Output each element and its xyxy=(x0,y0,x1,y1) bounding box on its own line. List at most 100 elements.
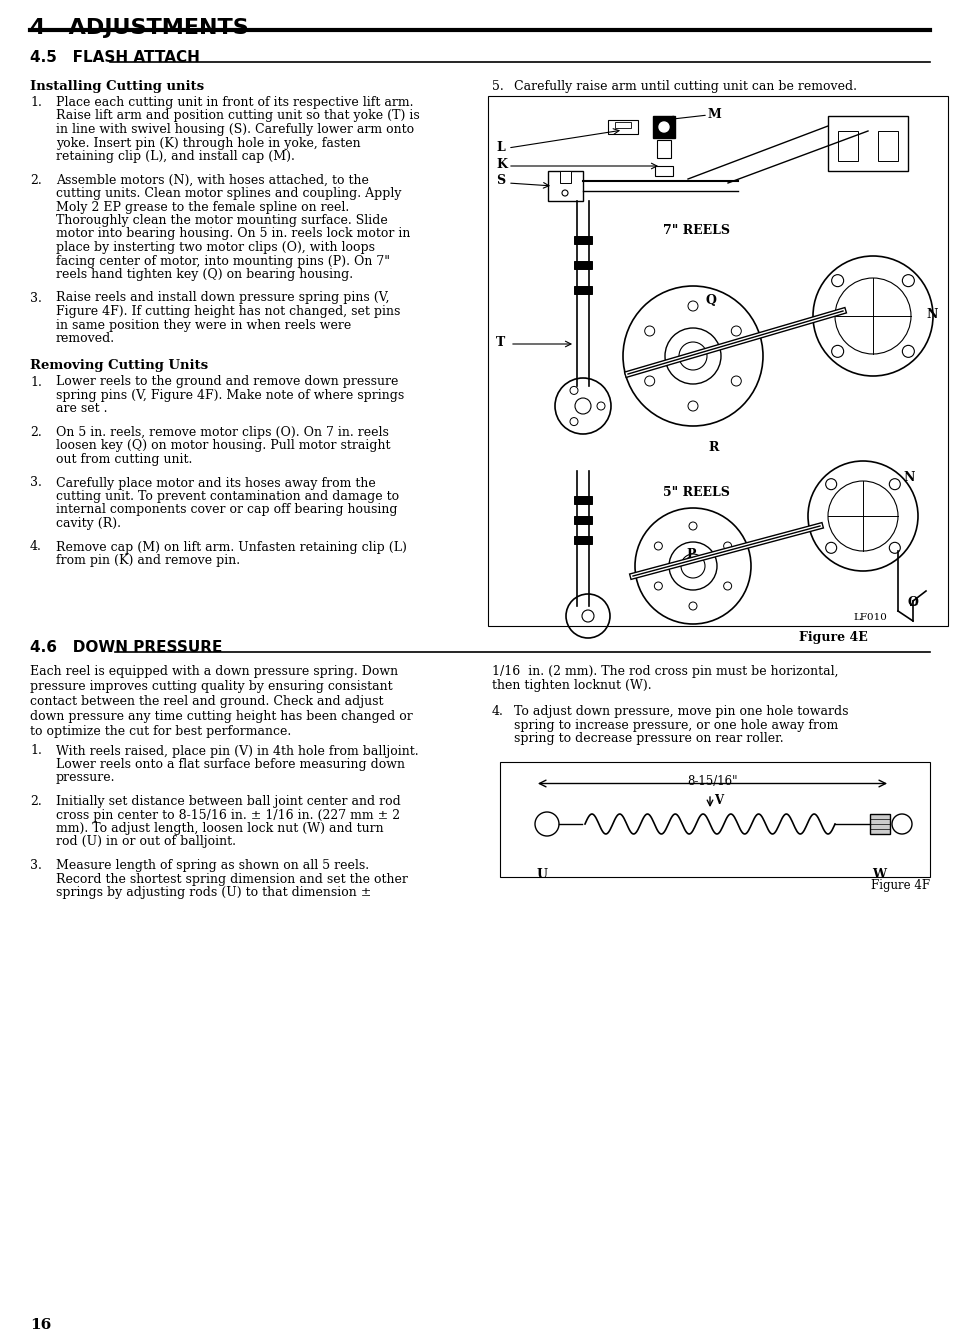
Bar xyxy=(574,536,592,544)
Text: 1.: 1. xyxy=(30,96,42,110)
Text: Thoroughly clean the motor mounting surface. Slide: Thoroughly clean the motor mounting surf… xyxy=(56,214,388,227)
Bar xyxy=(548,171,583,200)
Text: facing center of motor, into mounting pins (P). On 7": facing center of motor, into mounting pi… xyxy=(56,254,390,267)
Bar xyxy=(574,516,592,524)
Text: N: N xyxy=(903,472,914,484)
Text: Figure 4F: Figure 4F xyxy=(871,879,930,891)
Text: Carefully raise arm until cutting unit can be removed.: Carefully raise arm until cutting unit c… xyxy=(514,80,857,94)
Circle shape xyxy=(659,122,669,132)
Text: On 5 in. reels, remove motor clips (O). On 7 in. reels: On 5 in. reels, remove motor clips (O). … xyxy=(56,426,389,440)
Text: cutting unit. To prevent contamination and damage to: cutting unit. To prevent contamination a… xyxy=(56,490,399,502)
Text: spring pins (V, Figure 4F). Make note of where springs: spring pins (V, Figure 4F). Make note of… xyxy=(56,389,404,402)
Text: Q: Q xyxy=(706,294,717,307)
Text: 4.: 4. xyxy=(492,705,504,717)
Text: O: O xyxy=(908,596,919,609)
Text: 2.: 2. xyxy=(30,426,41,440)
Bar xyxy=(574,286,592,294)
Text: spring to increase pressure, or one hole away from: spring to increase pressure, or one hole… xyxy=(514,719,838,732)
Text: 2.: 2. xyxy=(30,174,41,187)
Text: cutting units. Clean motor splines and coupling. Apply: cutting units. Clean motor splines and c… xyxy=(56,187,401,200)
Text: reels hand tighten key (Q) on bearing housing.: reels hand tighten key (Q) on bearing ho… xyxy=(56,269,353,281)
Bar xyxy=(500,762,930,876)
Text: Initially set distance between ball joint center and rod: Initially set distance between ball join… xyxy=(56,795,400,808)
Bar xyxy=(653,116,675,138)
Text: loosen key (Q) on motor housing. Pull motor straight: loosen key (Q) on motor housing. Pull mo… xyxy=(56,440,391,453)
Text: K: K xyxy=(496,158,507,171)
Text: R: R xyxy=(708,441,718,454)
Bar xyxy=(828,116,908,171)
Bar xyxy=(560,171,571,183)
Text: out from cutting unit.: out from cutting unit. xyxy=(56,453,192,466)
Text: in same position they were in when reels were: in same position they were in when reels… xyxy=(56,318,351,331)
Text: 5" REELS: 5" REELS xyxy=(663,486,730,500)
Text: Each reel is equipped with a down pressure spring. Down
pressure improves cuttin: Each reel is equipped with a down pressu… xyxy=(30,665,413,737)
Text: Carefully place motor and its hoses away from the: Carefully place motor and its hoses away… xyxy=(56,477,375,489)
Text: in line with swivel housing (S). Carefully lower arm onto: in line with swivel housing (S). Careful… xyxy=(56,123,414,136)
Text: Place each cutting unit in front of its respective lift arm.: Place each cutting unit in front of its … xyxy=(56,96,414,110)
Text: Installing Cutting units: Installing Cutting units xyxy=(30,80,204,94)
Text: retaining clip (L), and install cap (M).: retaining clip (L), and install cap (M). xyxy=(56,150,295,163)
Text: 16: 16 xyxy=(30,1319,51,1332)
Text: rod (U) in or out of balljoint.: rod (U) in or out of balljoint. xyxy=(56,835,236,848)
Text: springs by adjusting rods (U) to that dimension ±: springs by adjusting rods (U) to that di… xyxy=(56,886,372,899)
Bar xyxy=(655,166,673,176)
Text: To adjust down pressure, move pin one hole towards: To adjust down pressure, move pin one ho… xyxy=(514,705,849,717)
Text: LF010: LF010 xyxy=(853,613,887,623)
Text: 4.: 4. xyxy=(30,541,42,553)
Text: Remove cap (M) on lift arm. Unfasten retaining clip (L): Remove cap (M) on lift arm. Unfasten ret… xyxy=(56,541,407,553)
Text: 2.: 2. xyxy=(30,795,41,808)
Text: Raise reels and install down pressure spring pins (V,: Raise reels and install down pressure sp… xyxy=(56,291,390,305)
Text: 3.: 3. xyxy=(30,477,42,489)
Text: 4.5   FLASH ATTACH: 4.5 FLASH ATTACH xyxy=(30,49,200,65)
Text: Moly 2 EP grease to the female spline on reel.: Moly 2 EP grease to the female spline on… xyxy=(56,200,349,214)
Text: M: M xyxy=(708,108,722,122)
Text: motor into bearing housing. On 5 in. reels lock motor in: motor into bearing housing. On 5 in. ree… xyxy=(56,227,410,240)
Text: Raise lift arm and position cutting unit so that yoke (T) is: Raise lift arm and position cutting unit… xyxy=(56,110,420,123)
Text: Figure 4F). If cutting height has not changed, set pins: Figure 4F). If cutting height has not ch… xyxy=(56,305,400,318)
Text: yoke. Insert pin (K) through hole in yoke, fasten: yoke. Insert pin (K) through hole in yok… xyxy=(56,136,361,150)
Text: V: V xyxy=(714,794,723,807)
Text: 1/16  in. (2 mm). The rod cross pin must be horizontal,: 1/16 in. (2 mm). The rod cross pin must … xyxy=(492,665,838,677)
Text: W: W xyxy=(872,868,886,882)
Text: 4.6   DOWN PRESSURE: 4.6 DOWN PRESSURE xyxy=(30,640,223,655)
Text: place by insterting two motor clips (O), with loops: place by insterting two motor clips (O),… xyxy=(56,240,375,254)
Text: 4   ADJUSTMENTS: 4 ADJUSTMENTS xyxy=(30,17,249,37)
Text: 1.: 1. xyxy=(30,744,42,758)
Bar xyxy=(574,496,592,504)
Text: cross pin center to 8-15/16 in. ± 1/16 in. (227 mm ± 2: cross pin center to 8-15/16 in. ± 1/16 i… xyxy=(56,808,400,822)
Bar xyxy=(615,122,631,128)
Text: 5.: 5. xyxy=(492,80,504,94)
Text: With reels raised, place pin (V) in 4th hole from balljoint.: With reels raised, place pin (V) in 4th … xyxy=(56,744,419,758)
Text: pressure.: pressure. xyxy=(56,771,115,784)
Text: N: N xyxy=(926,309,937,321)
Text: internal components cover or cap off bearing housing: internal components cover or cap off bea… xyxy=(56,504,397,517)
Text: removed.: removed. xyxy=(56,333,115,345)
Text: cavity (R).: cavity (R). xyxy=(56,517,121,530)
Text: Record the shortest spring dimension and set the other: Record the shortest spring dimension and… xyxy=(56,872,408,886)
Text: 7" REELS: 7" REELS xyxy=(663,224,730,236)
Text: Figure 4E: Figure 4E xyxy=(800,631,868,644)
Bar xyxy=(838,131,858,162)
Text: S: S xyxy=(496,174,505,187)
Bar xyxy=(608,120,638,134)
Text: Lower reels to the ground and remove down pressure: Lower reels to the ground and remove dow… xyxy=(56,375,398,389)
Text: U: U xyxy=(537,868,548,882)
Bar xyxy=(878,131,898,162)
Bar xyxy=(574,261,592,269)
Text: Removing Cutting Units: Removing Cutting Units xyxy=(30,359,208,373)
Text: P: P xyxy=(686,548,695,561)
Text: then tighten locknut (W).: then tighten locknut (W). xyxy=(492,679,652,692)
Text: 3.: 3. xyxy=(30,859,42,872)
Text: mm). To adjust length, loosen lock nut (W) and turn: mm). To adjust length, loosen lock nut (… xyxy=(56,822,384,835)
Bar xyxy=(574,236,592,244)
Text: 8-15/16": 8-15/16" xyxy=(687,775,737,788)
Text: are set .: are set . xyxy=(56,402,108,415)
Text: Measure length of spring as shown on all 5 reels.: Measure length of spring as shown on all… xyxy=(56,859,370,872)
Text: Lower reels onto a flat surface before measuring down: Lower reels onto a flat surface before m… xyxy=(56,758,405,771)
Bar xyxy=(488,96,948,627)
Text: 3.: 3. xyxy=(30,291,42,305)
Bar xyxy=(657,140,671,158)
Text: L: L xyxy=(496,142,505,154)
Text: spring to decrease pressure on rear roller.: spring to decrease pressure on rear roll… xyxy=(514,732,783,745)
Bar xyxy=(870,814,890,834)
